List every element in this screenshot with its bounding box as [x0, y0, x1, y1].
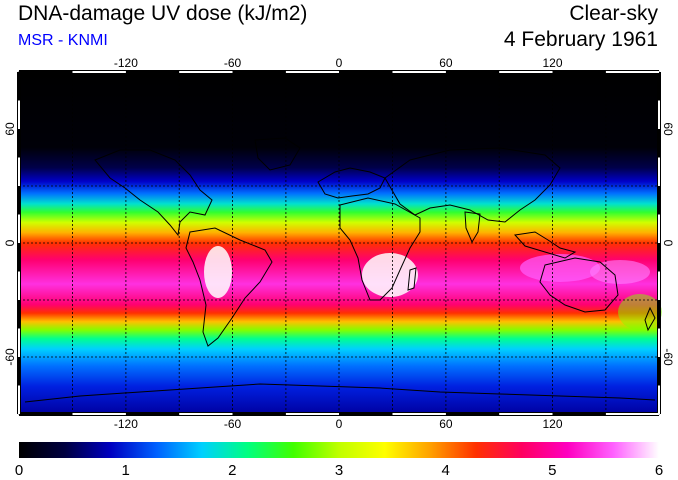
coastlines	[24, 137, 656, 403]
lon-tick-bottom: -120	[114, 417, 138, 431]
colorbar-label: 4	[442, 462, 450, 479]
colorbar-label: 1	[122, 462, 130, 479]
lat-tick-left: -60	[3, 348, 17, 366]
lon-tick-top: -60	[224, 56, 242, 70]
lon-tick-bottom: -60	[224, 417, 242, 431]
lat-tick-right: 60	[661, 122, 675, 136]
lat-tick-right: -60	[661, 348, 675, 366]
source-label: MSR - KNMI	[18, 32, 108, 49]
lon-tick-top: -120	[114, 56, 138, 70]
lat-tick-right: 0	[661, 240, 675, 247]
colorbar: 0 1 2 3 4 5 6	[15, 442, 663, 479]
lon-tick-top: 0	[336, 56, 343, 70]
graticule	[19, 72, 659, 414]
lon-tick-bottom: 60	[439, 417, 453, 431]
colorbar-label: 5	[548, 462, 556, 479]
colorbar-label: 0	[15, 462, 23, 479]
lon-tick-bottom: 120	[542, 417, 562, 431]
lat-tick-left: 0	[3, 239, 17, 246]
lon-tick-top: 60	[439, 56, 453, 70]
uv-maxima	[204, 246, 662, 330]
lon-tick-bottom: 0	[336, 417, 343, 431]
lat-tick-left: 60	[3, 122, 17, 136]
lon-tick-top: 120	[542, 56, 562, 70]
colorbar-label: 2	[228, 462, 236, 479]
colorbar-label: 3	[335, 462, 343, 479]
colorbar-label: 6	[655, 462, 663, 479]
sky-condition-label: Clear-sky	[569, 2, 658, 25]
uv-dose-map: -120 -60 0 60 120 -120 -60 0 60 120 60 0…	[3, 56, 675, 431]
colorbar-gradient	[19, 442, 659, 458]
map-frame	[17, 70, 661, 416]
date-label: 4 February 1961	[503, 28, 658, 51]
map-title: DNA-damage UV dose (kJ/m2)	[18, 2, 308, 25]
